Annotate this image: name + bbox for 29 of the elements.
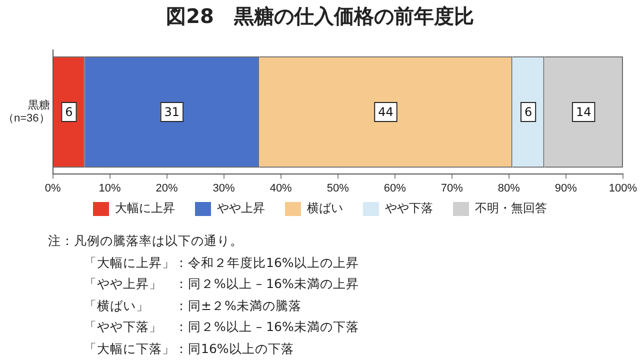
legend-label: 横ばい — [307, 200, 343, 217]
x-tick-label: 80% — [498, 182, 520, 194]
data-label: 6 — [524, 105, 532, 120]
x-tick-label: 30% — [212, 182, 236, 194]
text: 「横ばい」 ：同±２%未満の騰落 — [83, 296, 302, 314]
data-label: 6 — [65, 105, 73, 120]
text: 注：凡例の騰落率は以下の通り。 — [48, 232, 244, 250]
legend-label: やや上昇 — [217, 200, 265, 217]
x-tick-label: 60% — [384, 182, 406, 194]
x-tick-label: 0% — [44, 182, 61, 194]
data-label: 31 — [164, 105, 180, 120]
x-tick-label: 50% — [326, 182, 350, 194]
legend-label: 不明・無回答 — [475, 200, 547, 217]
text: 「やや下落」 ：同２%以上 – 16%未満の下落 — [83, 318, 359, 336]
x-tick-label: 90% — [554, 182, 578, 194]
data-label: 44 — [378, 105, 394, 120]
legend-label: 大幅に上昇 — [115, 200, 175, 217]
text: 「大幅に下落」：同16%以上の下落 — [83, 340, 295, 358]
x-tick-label: 70% — [440, 182, 464, 194]
legend-label: やや下落 — [385, 200, 433, 217]
x-tick-label: 10% — [98, 182, 122, 194]
chart-title: 図28 黒糖の仕入価格の前年度比 — [165, 3, 475, 30]
text: 「大幅に上昇」：令和２年度比16%以上の上昇 — [83, 254, 359, 272]
x-tick-label: 20% — [156, 182, 178, 194]
text: 「やや上昇」 ：同２%以上 – 16%未満の上昇 — [83, 275, 359, 293]
x-tick-label: 100% — [608, 182, 638, 194]
y-tick-label: 黒糖（n=36） — [2, 98, 50, 125]
x-tick-label: 40% — [270, 182, 292, 194]
data-label: 14 — [576, 105, 592, 120]
